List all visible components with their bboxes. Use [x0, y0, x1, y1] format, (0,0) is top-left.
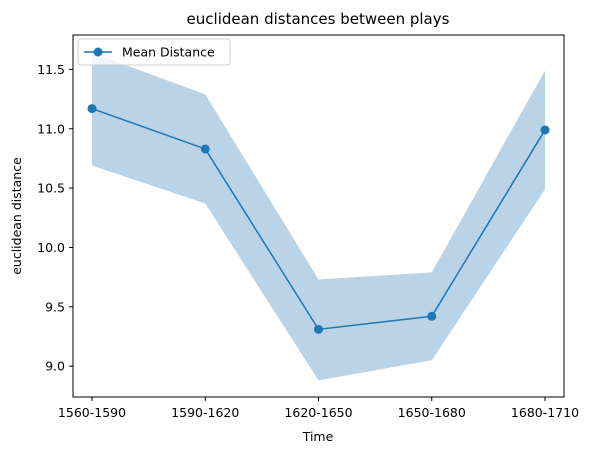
- y-tick-label: 10.0: [37, 240, 65, 255]
- x-tick-label: 1620-1650: [284, 405, 352, 420]
- legend: Mean Distance: [77, 38, 231, 66]
- x-tick-label: 1560-1590: [58, 405, 126, 420]
- x-axis: 1560-1590 1590-1620 1620-1650 1650-1680 1680…: [58, 397, 579, 420]
- y-axis: 9.0 9.5 10.0 10.5 11.0 11.5: [37, 62, 73, 374]
- data-point-1590-1620: [200, 144, 210, 154]
- x-axis-label: Time: [302, 429, 334, 444]
- y-tick-label: 9.5: [45, 299, 65, 314]
- y-tick-label: 11.5: [37, 62, 65, 77]
- x-tick-label: 1680-1710: [511, 405, 579, 420]
- data-point-1650-1680: [427, 311, 437, 321]
- y-tick-label: 9.0: [45, 359, 65, 374]
- chart-title: euclidean distances between plays: [187, 10, 450, 28]
- data-point-1560-1590: [87, 104, 97, 114]
- legend-entry-mean-distance: Mean Distance: [122, 45, 215, 60]
- legend-box: [77, 38, 231, 66]
- y-tick-label: 11.0: [37, 121, 65, 136]
- data-point-1620-1650: [314, 324, 323, 334]
- y-tick-label: 10.5: [37, 181, 65, 196]
- legend-marker-swatch: [93, 47, 103, 57]
- confidence-band: [92, 52, 545, 381]
- x-tick-label: 1650-1680: [398, 405, 466, 420]
- y-axis-label: euclidean distance: [9, 157, 24, 275]
- x-tick-label: 1590-1620: [171, 405, 239, 420]
- data-point-1680-1710: [540, 125, 550, 135]
- plot-area: [87, 52, 550, 381]
